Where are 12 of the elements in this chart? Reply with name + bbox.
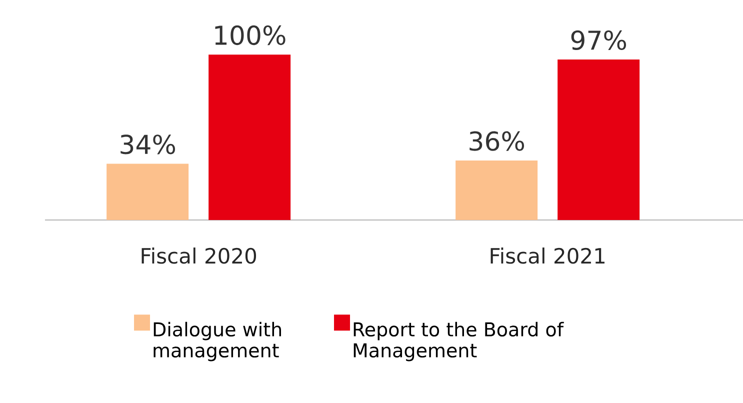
bar <box>208 54 291 220</box>
bar <box>456 160 538 220</box>
x-tick-label: Fiscal 2021 <box>490 248 604 264</box>
data-label: 34% <box>120 134 176 154</box>
data-label: 97% <box>571 30 626 50</box>
legend-label: Report to the Board of Management <box>354 322 564 362</box>
bar <box>106 164 189 220</box>
data-label: 100% <box>215 25 286 46</box>
legend-label: Dialogue with management <box>154 322 281 362</box>
bar <box>558 60 640 220</box>
x-tick-label: Fiscal 2020 <box>142 248 256 264</box>
data-label: 36% <box>470 131 524 151</box>
